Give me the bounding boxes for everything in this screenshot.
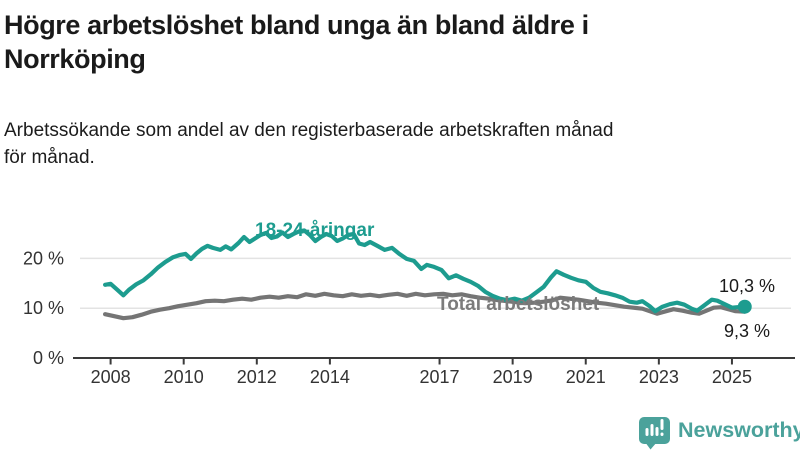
x-tick-label-2010: 2010 — [164, 367, 204, 387]
x-tick-label-2021: 2021 — [566, 367, 606, 387]
chart-title-line-1: Högre arbetslöshet bland unga än bland ä… — [4, 10, 589, 40]
y-axis-labels: 0 % 10 % 20 % — [23, 248, 64, 368]
chart-subtitle-line-2: för månad. — [4, 147, 95, 168]
series-line-total-unemployment — [102, 291, 747, 321]
x-tick-label-2012: 2012 — [237, 367, 277, 387]
chart-title-line-2: Norrköping — [4, 44, 146, 74]
x-tick-label-2025: 2025 — [712, 367, 752, 387]
x-tick-label-2019: 2019 — [493, 367, 533, 387]
end-value-label-total: 9,3 % — [724, 321, 770, 341]
x-axis — [73, 357, 795, 365]
chart-title: Högre arbetslöshet bland unga än bland ä… — [4, 8, 796, 76]
chart-subtitle: Arbetssökande som andel av den registerb… — [4, 117, 796, 171]
y-tick-label-10: 10 % — [23, 298, 64, 318]
newsworthy-brand-text: Newsworthy — [678, 418, 800, 442]
y-tick-label-0: 0 % — [33, 348, 64, 368]
series-label-youth: 18-24-åringar — [255, 220, 375, 241]
series-line-youth-18-24 — [102, 228, 747, 314]
series-end-dot — [737, 299, 752, 314]
series-label-total: Total arbetslöshet — [437, 294, 600, 315]
y-tick-label-20: 20 % — [23, 248, 64, 268]
end-value-label-youth: 10,3 % — [719, 276, 775, 296]
x-tick-label-2017: 2017 — [420, 367, 460, 387]
newsworthy-logo: Newsworthy — [639, 417, 800, 450]
x-tick-label-2023: 2023 — [639, 367, 679, 387]
x-tick-label-2014: 2014 — [310, 367, 350, 387]
newsworthy-speech-bubble-icon — [639, 417, 670, 450]
x-tick-label-2008: 2008 — [91, 367, 131, 387]
x-axis-labels: 2008 2010 2012 2014 2017 2019 2021 2023 2025 — [91, 367, 752, 387]
chart-subtitle-line-1: Arbetssökande som andel av den registerb… — [4, 120, 614, 141]
